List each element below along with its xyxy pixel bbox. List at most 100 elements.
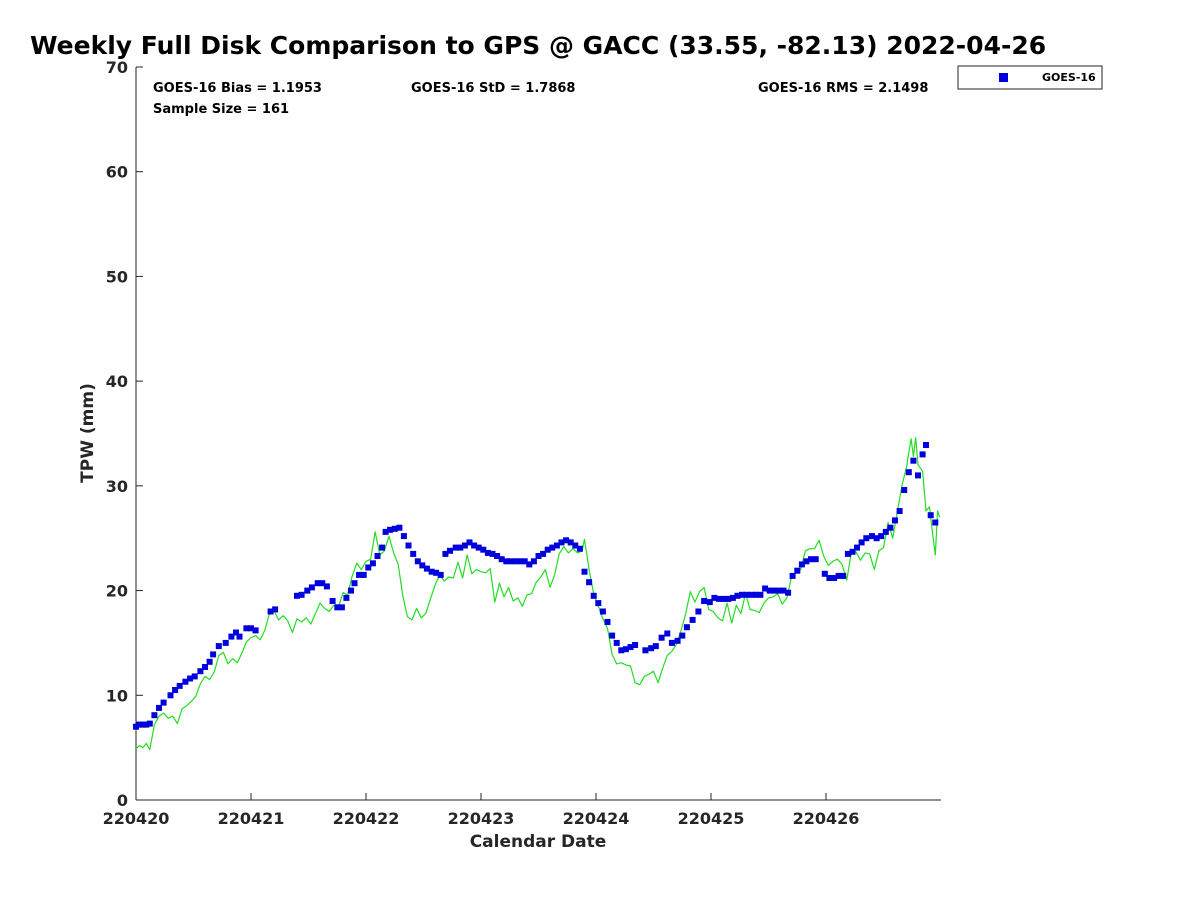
goes-point (323, 583, 330, 590)
goes-point (648, 645, 655, 652)
goes-point (387, 526, 394, 533)
goes-point (475, 544, 482, 551)
goes-point (410, 550, 417, 557)
goes-point (668, 639, 675, 646)
goes-point (923, 442, 929, 448)
goes-point (215, 643, 222, 650)
goes-point (480, 546, 487, 553)
goes-point (854, 544, 860, 551)
x-tick-label: 220422 (333, 809, 400, 828)
goes-point (798, 561, 805, 568)
goes-point (442, 550, 449, 557)
goes-point (869, 533, 875, 540)
goes-point (494, 553, 501, 559)
y-axis-label: TPW (mm) (78, 383, 98, 483)
goes-point (910, 457, 917, 464)
goes-point (743, 591, 750, 598)
goes-point (609, 632, 616, 639)
goes-point (356, 571, 363, 578)
plot-background (136, 67, 941, 800)
goes-point (803, 558, 810, 565)
goes-point (365, 564, 372, 571)
goes-point (156, 704, 162, 711)
goes-point (334, 604, 341, 611)
goes-point (873, 535, 880, 542)
goes-point (228, 633, 235, 640)
goes-point (558, 539, 565, 546)
goes-point (878, 533, 885, 540)
y-tick-label: 50 (106, 267, 128, 286)
goes-point (457, 544, 464, 551)
goes-point (887, 524, 894, 531)
goes-point (447, 547, 453, 554)
y-tick-label: 40 (106, 372, 128, 391)
x-tick-label: 220426 (793, 809, 860, 828)
goes-point (863, 535, 870, 542)
goes-point (896, 508, 903, 514)
goes-point (711, 594, 718, 601)
goes-point (360, 571, 367, 578)
x-axis-ticks: 220420 220421 220422 220423 220424 220425 2204… (103, 793, 860, 828)
goes-point (831, 575, 838, 581)
goes-point (789, 572, 796, 579)
goes-point (517, 558, 524, 565)
goes-point (202, 664, 208, 670)
goes-point (748, 591, 755, 598)
goes-point (604, 619, 611, 625)
goes-point (136, 721, 143, 728)
goes-point (391, 525, 398, 532)
goes-point (484, 549, 491, 556)
goes-point (319, 580, 326, 587)
stat-sample-size: Sample Size = 161 (153, 102, 289, 117)
legend-marker-goes16 (999, 73, 1008, 82)
goes-point (343, 594, 350, 601)
goes-point (642, 647, 649, 654)
goes-point (452, 544, 459, 551)
goes-point (658, 634, 665, 641)
goes-point (540, 550, 547, 557)
goes-point (414, 558, 421, 565)
goes-point (382, 528, 389, 535)
goes-point (882, 528, 889, 535)
goes-point (351, 580, 358, 587)
goes-point (187, 675, 194, 682)
goes-point (590, 592, 597, 599)
goes-point (423, 565, 430, 572)
goes-point (146, 720, 153, 727)
goes-point (314, 580, 321, 587)
goes-point (766, 587, 773, 594)
goes-point (419, 562, 426, 569)
goes-point (400, 533, 407, 540)
goes-point (329, 598, 336, 604)
goes-point (530, 558, 537, 565)
goes-point (821, 570, 828, 577)
goes-point (595, 600, 602, 607)
y-tick-label: 20 (106, 582, 128, 601)
goes-point (521, 558, 528, 565)
stat-std: GOES-16 StD = 1.7868 (411, 81, 575, 96)
goes-point (182, 678, 189, 685)
goes-point (652, 643, 659, 650)
goes-point (785, 589, 792, 596)
goes-point (428, 568, 435, 575)
goes-point (622, 646, 629, 653)
goes-point (348, 587, 354, 594)
goes-point (535, 553, 542, 559)
goes-point (892, 517, 898, 524)
legend: GOES-16 (957, 65, 1103, 90)
goes-point (567, 539, 574, 546)
goes-point (674, 637, 681, 644)
goes-point (725, 595, 732, 602)
x-tick-label: 220421 (218, 809, 285, 828)
goes-point (507, 558, 514, 565)
goes-point (471, 542, 478, 549)
goes-point (433, 569, 440, 576)
goes-point (272, 606, 279, 613)
goes-point (379, 544, 386, 551)
goes-point (210, 651, 217, 658)
goes-point (298, 591, 305, 598)
goes-point (563, 537, 570, 544)
goes-point (905, 469, 912, 476)
goes-point (160, 699, 167, 706)
y-tick-label: 70 (106, 58, 128, 77)
